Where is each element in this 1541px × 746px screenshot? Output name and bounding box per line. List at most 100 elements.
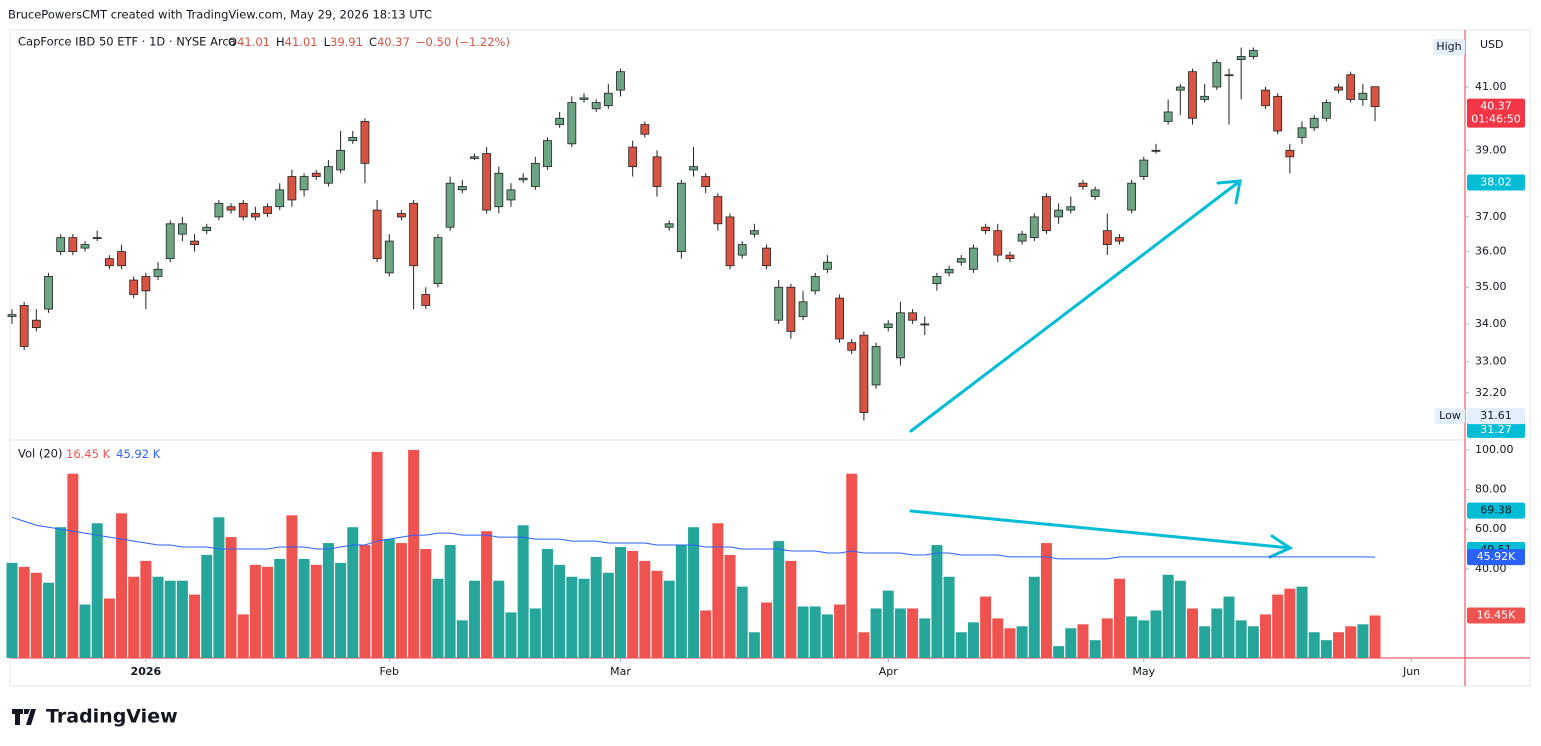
candle-body [810, 276, 820, 292]
chart-frame [9, 29, 1531, 687]
candle-body [713, 196, 723, 225]
ohlc-prefix: O [228, 35, 237, 49]
marks [6, 47, 1381, 658]
candle-body [1054, 209, 1064, 218]
candle-body [530, 162, 540, 187]
volume-bar [785, 560, 797, 658]
volume-bar [262, 566, 274, 658]
candle-body [202, 226, 212, 232]
price-tag-box [1467, 421, 1525, 438]
y-tick-label: 41.00 [1475, 80, 1507, 93]
candle-body [1127, 182, 1137, 211]
volume-bar [736, 586, 748, 658]
countdown: 01:46:50 [1471, 113, 1520, 126]
candle-body [153, 268, 163, 277]
candle-body [263, 206, 272, 214]
ohlc-value: 39.91 [330, 35, 363, 49]
volume-bar [1162, 574, 1174, 658]
candle-body [117, 251, 126, 267]
volume-bar [1113, 578, 1125, 658]
volume-bar [1235, 620, 1247, 658]
volume-bar [1357, 624, 1369, 658]
candle-body [299, 176, 309, 191]
volume-bar [1126, 616, 1138, 658]
volume-bar [481, 531, 493, 658]
ohlc-prefix: L [324, 35, 331, 49]
volume-bar [1223, 596, 1235, 658]
price-tag: 40.37 [1480, 100, 1512, 113]
volume-last-tag: 16.45K [1477, 608, 1516, 621]
volume-bar [1101, 618, 1113, 658]
candle-body [92, 237, 102, 240]
candle-body [19, 305, 29, 347]
volume-ma [11, 516, 1376, 560]
volume-bar [578, 578, 590, 658]
candle-body [311, 172, 321, 177]
y-tick-label: 80.00 [1475, 483, 1507, 496]
volume-bar [67, 473, 79, 658]
volume-bar [773, 541, 785, 658]
candle-body [1005, 254, 1015, 260]
candle-body [1017, 233, 1027, 242]
candle-body [324, 166, 333, 184]
candle-body [457, 186, 467, 191]
volume-bar [493, 580, 505, 658]
candle-body [1066, 206, 1076, 211]
volume-bar [761, 602, 773, 658]
volume-last-tag-box [1467, 607, 1525, 624]
candle-body [932, 276, 942, 285]
volume-bar [1284, 588, 1296, 658]
change: −0.50 (−1.22%) [416, 35, 510, 49]
volume-bar [931, 545, 943, 658]
volume-bar [846, 473, 858, 658]
volume-bar [30, 572, 42, 658]
candle-body [80, 244, 90, 249]
candle-body [616, 71, 625, 91]
volume-legend: 16.45 K 45.92 K [66, 447, 161, 461]
volume-bar [371, 451, 383, 658]
candle-body [470, 156, 479, 159]
candle-body [1029, 216, 1039, 239]
volume-bar [1016, 626, 1028, 658]
candle-body [676, 182, 686, 252]
volume-bar [1333, 632, 1345, 658]
candle-body [1200, 95, 1210, 100]
candle-body [640, 124, 650, 135]
candle-body [749, 230, 759, 235]
candle-body [141, 276, 151, 292]
volume-bar [943, 576, 955, 658]
x-tick-label: Jun [1402, 665, 1420, 678]
candle-body [579, 97, 589, 100]
volume-bar [1174, 580, 1186, 658]
logo-icon [12, 709, 36, 725]
volume-bar [615, 547, 626, 658]
legend-value: 16.45 K [66, 447, 111, 461]
volume-bar [907, 608, 919, 658]
candle-body [1224, 74, 1234, 77]
candle-body [1297, 127, 1307, 138]
x-tick-label: Apr [879, 665, 899, 678]
volume-bar [712, 523, 724, 658]
candle-body [1346, 74, 1356, 100]
volume-tag: 69.38 [1480, 504, 1512, 517]
candle-body [1370, 86, 1380, 108]
candle-body [1334, 86, 1343, 91]
candle-body [1273, 95, 1283, 132]
candle-body [908, 312, 917, 321]
low-label-box [1435, 408, 1465, 425]
candle-body [859, 334, 869, 413]
volume-bar [225, 537, 237, 658]
volume-bar [201, 554, 213, 658]
y-tick-label: 33.00 [1475, 355, 1507, 368]
candle-body [1285, 149, 1295, 158]
logo: TradingView [12, 706, 178, 728]
volume-bar [541, 549, 553, 658]
candle-body [701, 176, 711, 187]
logo-text: TradingView [46, 706, 178, 728]
volume-bar [6, 562, 18, 658]
volume-bar [1260, 614, 1272, 658]
volume-bar [590, 556, 602, 658]
candle-body [1212, 62, 1222, 88]
volume-bar [517, 525, 529, 658]
